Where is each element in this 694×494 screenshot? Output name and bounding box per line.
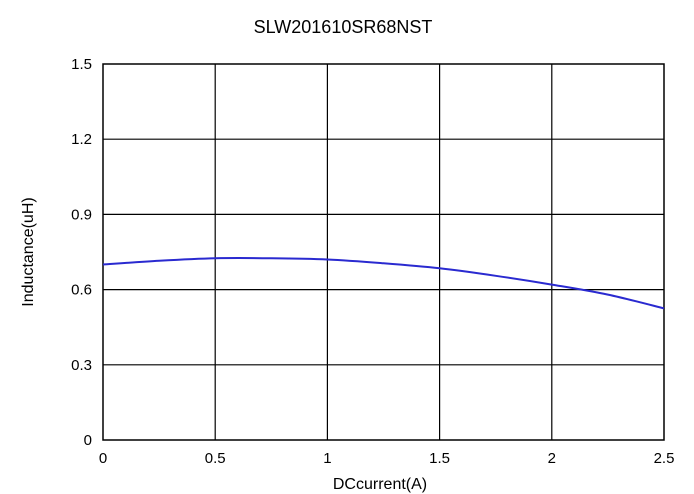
x-tick-label: 2 — [548, 450, 556, 467]
y-tick-labels: 0 0.3 0.6 0.9 1.2 1.5 — [71, 56, 92, 449]
x-tick-label: 1.5 — [429, 450, 450, 467]
x-tick-label: 1 — [323, 450, 331, 467]
y-tick-label: 0.9 — [71, 206, 92, 223]
x-tick-label: 2.5 — [654, 450, 675, 467]
y-axis-label: Inductance(uH) — [20, 197, 37, 306]
series-layer — [102, 257, 665, 310]
chart-title: SLW201610SR68NST — [254, 17, 433, 37]
x-tick-labels: 0 0.5 1 1.5 2 2.5 — [99, 450, 675, 467]
x-axis-label: DCcurrent(A) — [333, 476, 427, 493]
y-tick-label: 1.2 — [71, 131, 92, 148]
y-tick-label: 1.5 — [71, 56, 92, 73]
x-tick-label: 0 — [99, 450, 107, 467]
grid-lines — [103, 64, 664, 440]
y-tick-label: 0 — [84, 432, 92, 449]
inductance-series-line — [102, 257, 665, 310]
y-tick-label: 0.3 — [71, 357, 92, 374]
y-tick-label: 0.6 — [71, 282, 92, 299]
plot-frame — [102, 63, 665, 441]
x-tick-label: 0.5 — [205, 450, 226, 467]
